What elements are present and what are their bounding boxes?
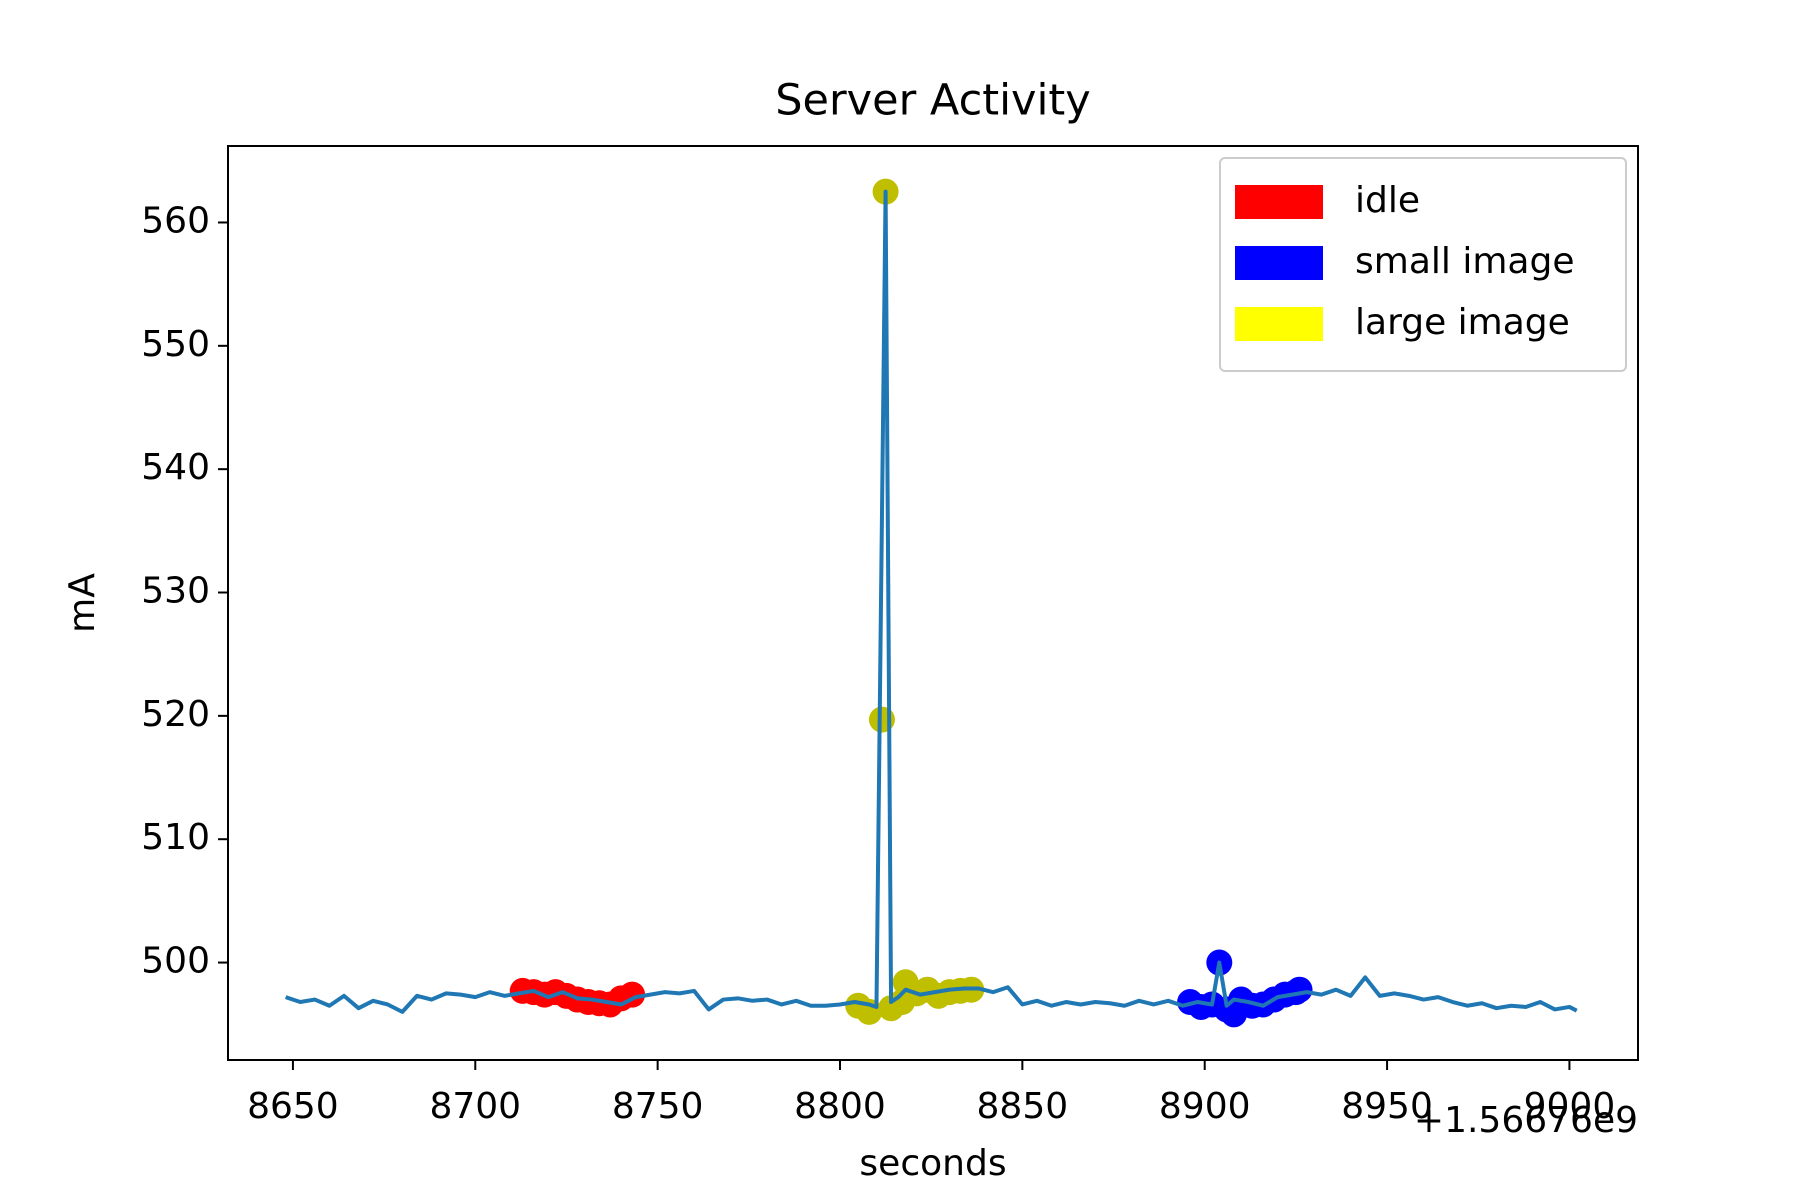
x-tick-label: 8950 xyxy=(1341,1086,1433,1127)
scatter-point xyxy=(1286,976,1313,1003)
x-tick-label: 8850 xyxy=(977,1086,1069,1127)
data-line xyxy=(284,189,1578,1014)
x-tick-label: 8800 xyxy=(794,1086,886,1127)
y-tick-label: 550 xyxy=(141,324,210,365)
legend-label: small image xyxy=(1355,241,1574,282)
x-axis-label: seconds xyxy=(859,1143,1006,1184)
y-tick-label: 520 xyxy=(141,694,210,735)
x-offset-label: +1.56676e9 xyxy=(1414,1100,1638,1141)
x-tick-label: 8900 xyxy=(1159,1086,1251,1127)
legend-swatch xyxy=(1235,307,1323,341)
y-tick-label: 500 xyxy=(141,941,210,982)
legend-swatch xyxy=(1235,185,1323,219)
legend-swatch xyxy=(1235,246,1323,280)
x-tick-label: 8700 xyxy=(429,1086,521,1127)
x-tick-label: 8650 xyxy=(247,1086,339,1127)
y-axis-label: mA xyxy=(62,573,103,633)
y-tick-label: 540 xyxy=(141,447,210,488)
x-tick-label: 9000 xyxy=(1524,1086,1616,1127)
x-tick-label: 8750 xyxy=(612,1086,704,1127)
legend-label: idle xyxy=(1355,180,1420,221)
legend-label: large image xyxy=(1355,302,1570,343)
y-tick-label: 510 xyxy=(141,817,210,858)
y-tick-label: 560 xyxy=(141,200,210,241)
plot-frame xyxy=(227,145,1639,1061)
y-tick-label: 530 xyxy=(141,571,210,612)
chart-title: Server Activity xyxy=(775,76,1091,126)
